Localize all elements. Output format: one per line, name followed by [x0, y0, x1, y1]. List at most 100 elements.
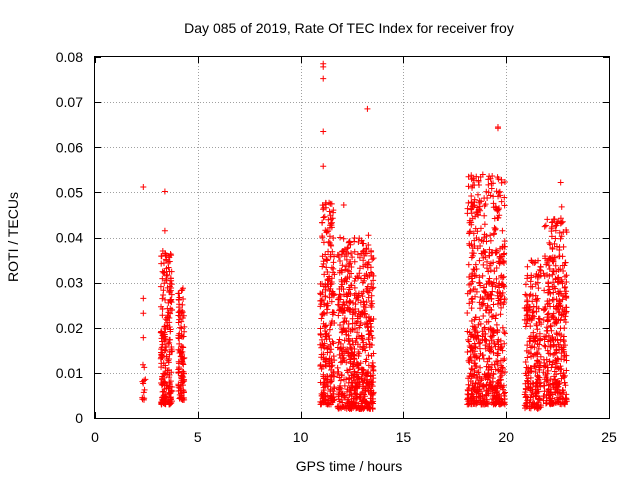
- data-point: [556, 253, 563, 260]
- data-point: [341, 337, 348, 344]
- data-point: [545, 316, 552, 323]
- data-point: [359, 346, 366, 353]
- data-point: [159, 312, 166, 319]
- data-point: [176, 385, 183, 392]
- data-point: [163, 353, 170, 360]
- data-point: [562, 319, 569, 326]
- data-point: [473, 272, 480, 279]
- data-point: [537, 383, 544, 390]
- data-point: [484, 400, 491, 407]
- data-point: [491, 215, 498, 222]
- data-point: [345, 320, 352, 327]
- data-point: [485, 373, 492, 380]
- data-point: [535, 285, 542, 292]
- data-point: [468, 210, 475, 217]
- data-point: [368, 298, 375, 305]
- data-point: [320, 283, 327, 290]
- data-point: [466, 229, 473, 236]
- data-point: [527, 283, 534, 290]
- data-point: [341, 302, 348, 309]
- data-point: [370, 284, 377, 291]
- data-point: [540, 369, 547, 376]
- data-point: [179, 309, 186, 316]
- data-point-outlier: [320, 75, 327, 82]
- data-point: [329, 394, 336, 401]
- data-point: [544, 377, 551, 384]
- data-point: [360, 303, 367, 310]
- data-point: [368, 292, 375, 299]
- data-point: [496, 212, 503, 219]
- data-point: [555, 378, 562, 385]
- x-tick-label: 25: [601, 429, 617, 445]
- data-point: [480, 261, 487, 268]
- x-tick-label: 10: [293, 429, 309, 445]
- data-point: [468, 365, 475, 372]
- data-point: [323, 264, 330, 271]
- data-point: [544, 317, 551, 324]
- data-point: [175, 332, 182, 339]
- data-point: [480, 312, 487, 319]
- grid-lines: [95, 57, 609, 418]
- data-point: [532, 338, 539, 345]
- data-point: [524, 317, 531, 324]
- data-point: [501, 295, 508, 302]
- data-point: [343, 331, 350, 338]
- data-point: [354, 251, 361, 258]
- data-point: [331, 384, 338, 391]
- data-point: [165, 264, 172, 271]
- data-point: [336, 306, 343, 313]
- data-point: [470, 345, 477, 352]
- data-point: [480, 398, 487, 405]
- data-point: [166, 315, 173, 322]
- data-point: [536, 330, 543, 337]
- data-point: [468, 305, 475, 312]
- data-point: [360, 257, 367, 264]
- data-point: [345, 305, 352, 312]
- data-point: [160, 287, 167, 294]
- data-point: [542, 303, 549, 310]
- data-point: [181, 396, 188, 403]
- data-point: [534, 382, 541, 389]
- data-point: [468, 373, 475, 380]
- data-point: [342, 266, 349, 273]
- data-point: [552, 262, 559, 269]
- data-point: [324, 257, 331, 264]
- data-point: [479, 272, 486, 279]
- data-point: [479, 337, 486, 344]
- data-point: [322, 383, 329, 390]
- data-point: [481, 296, 488, 303]
- data-point: [545, 289, 552, 296]
- y-tick-label: 0.07: [56, 94, 83, 110]
- data-point: [327, 251, 334, 258]
- data-point: [545, 280, 552, 287]
- data-point: [344, 267, 351, 274]
- data-point: [495, 391, 502, 398]
- data-point: [355, 308, 362, 315]
- data-point: [551, 373, 558, 380]
- data-point: [369, 271, 376, 278]
- data-point: [541, 342, 548, 349]
- data-point: [322, 363, 329, 370]
- data-point: [318, 351, 325, 358]
- data-point: [557, 370, 564, 377]
- data-point: [553, 296, 560, 303]
- data-point: [534, 357, 541, 364]
- data-point: [536, 315, 543, 322]
- data-point: [343, 249, 350, 256]
- data-point: [494, 328, 501, 335]
- data-point: [365, 352, 372, 359]
- data-point: [317, 291, 324, 298]
- data-point-outlier: [140, 183, 147, 190]
- data-point: [364, 283, 371, 290]
- data-point: [339, 403, 346, 410]
- data-point: [490, 349, 497, 356]
- data-point: [541, 287, 548, 294]
- data-point: [335, 301, 342, 308]
- data-point: [351, 368, 358, 375]
- data-point: [498, 280, 505, 287]
- data-point: [319, 234, 326, 241]
- data-point: [494, 292, 501, 299]
- data-point: [549, 246, 556, 253]
- data-point: [177, 324, 184, 331]
- data-point: [476, 345, 483, 352]
